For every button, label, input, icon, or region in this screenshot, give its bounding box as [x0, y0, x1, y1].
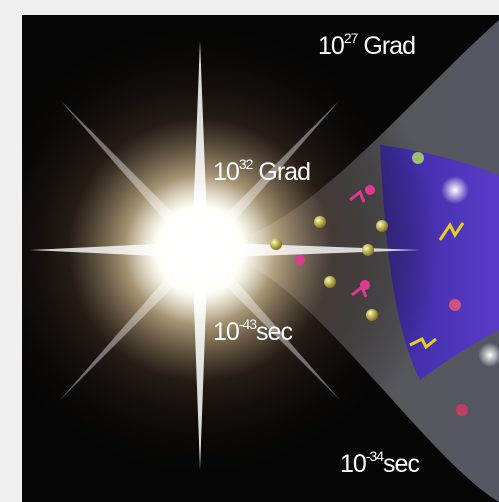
label: 10-34sec: [340, 448, 419, 478]
label: 10-43sec: [213, 316, 292, 346]
starburst: [22, 15, 499, 502]
label: 1032 Grad: [213, 156, 310, 186]
label: 1027 Grad: [318, 30, 415, 60]
particles: [270, 152, 499, 416]
